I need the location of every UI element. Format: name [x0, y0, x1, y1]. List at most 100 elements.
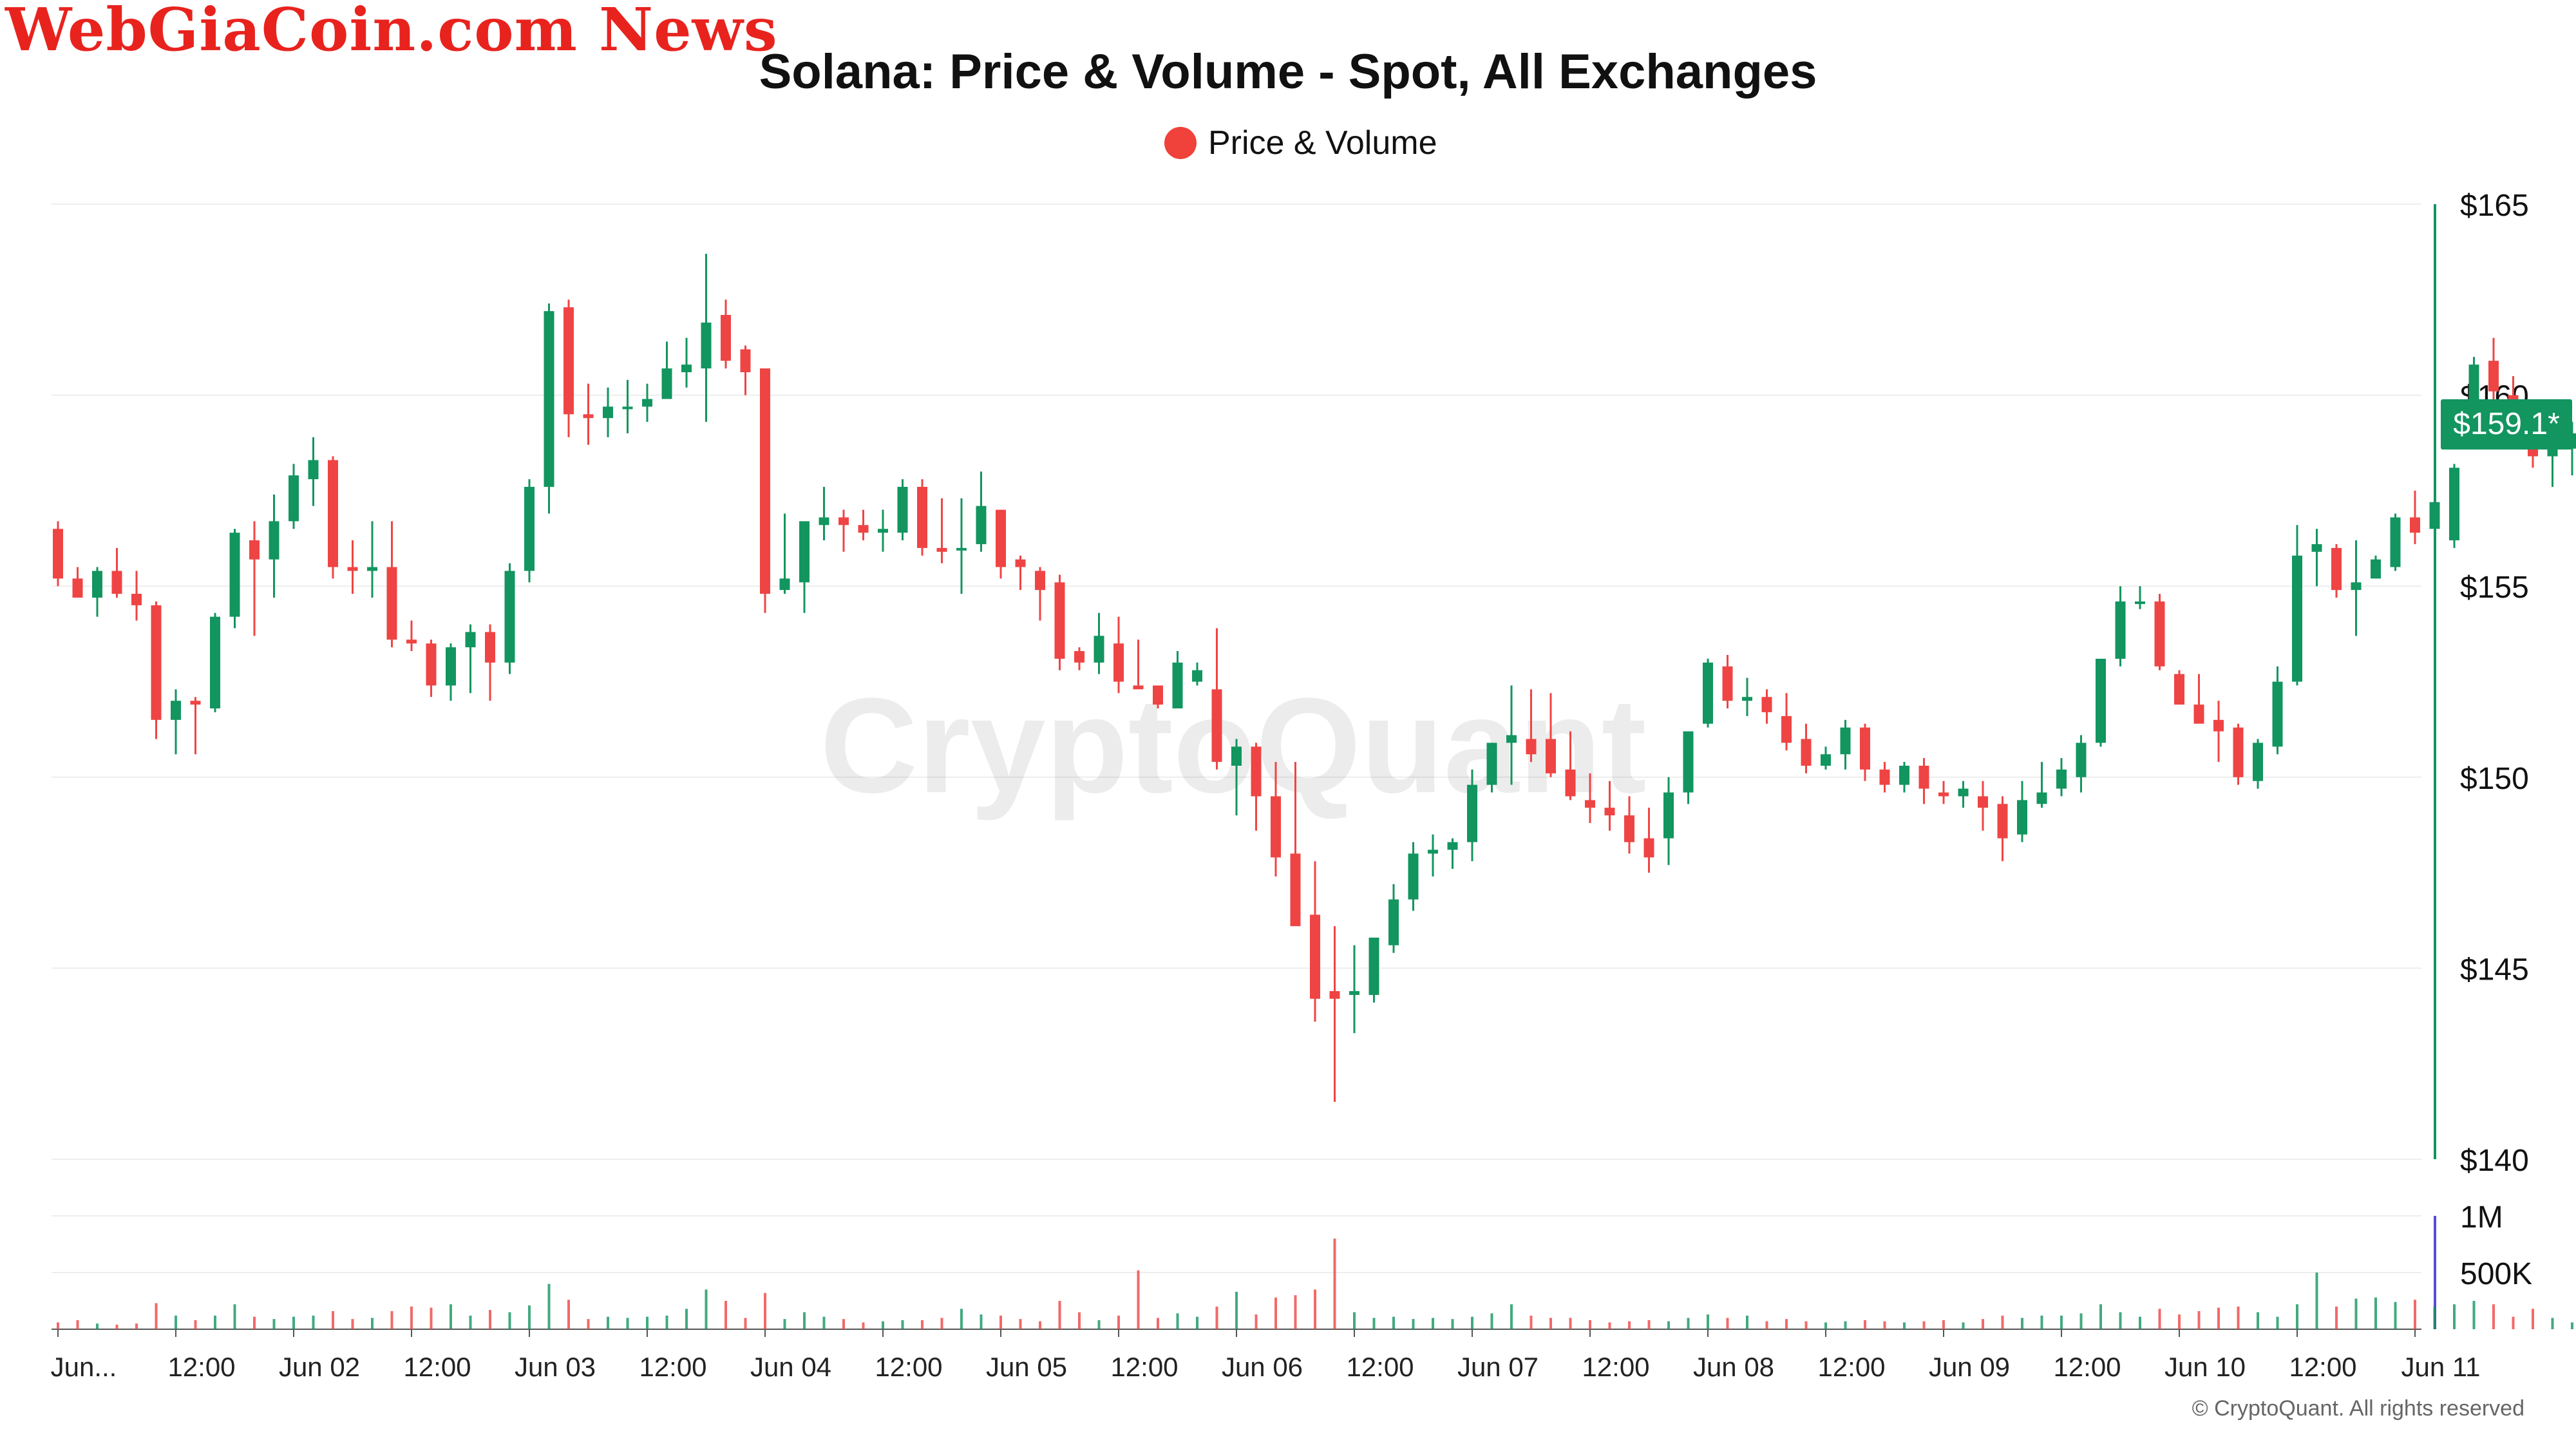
candle-body: [799, 521, 810, 583]
x-tick-label: 12:00: [639, 1352, 706, 1382]
candle-body: [1840, 727, 1851, 755]
candle-body: [1329, 990, 1340, 999]
x-tick-label: Jun...: [51, 1352, 117, 1382]
candle-body: [1035, 571, 1045, 591]
volume-axis: 1M 500K: [2434, 1200, 2532, 1329]
candle-body: [1015, 559, 1026, 567]
price-tick-label: $145: [2460, 952, 2529, 987]
candle-body: [269, 521, 279, 560]
candle-body: [1918, 766, 1929, 789]
x-tick-label: 12:00: [403, 1352, 471, 1382]
x-tick-label: 12:00: [167, 1352, 235, 1382]
candle-body: [406, 639, 417, 644]
candle-body: [1074, 651, 1084, 663]
candle-body: [426, 643, 437, 686]
copyright: © CryptoQuant. All rights reserved: [2192, 1396, 2524, 1421]
x-tick-label: Jun 04: [750, 1352, 831, 1382]
candle-body: [1683, 731, 1694, 793]
candle-body: [2292, 555, 2302, 682]
candle-body: [1054, 582, 1065, 659]
candle-body: [1604, 808, 1615, 816]
price-axis: $165$160$155$150$145$140: [2434, 189, 2529, 1178]
candle-body: [1643, 838, 1654, 858]
candle-body: [2272, 681, 2283, 747]
volume-tick-label: 500K: [2460, 1257, 2532, 1291]
grid-lines: [52, 204, 2421, 1273]
x-tick-label: 12:00: [2289, 1352, 2356, 1382]
candle-body: [465, 632, 476, 648]
candle-body: [1801, 739, 1812, 766]
candle-body: [72, 578, 83, 598]
candle-body: [1094, 636, 1104, 663]
candle-body: [583, 414, 594, 419]
candle-body: [1506, 735, 1517, 743]
candle-body: [1585, 800, 1595, 808]
candle-body: [2036, 792, 2047, 804]
candle-body: [936, 547, 947, 552]
candle-body: [2076, 743, 2087, 777]
candle-body: [2233, 727, 2244, 777]
candle-body: [1958, 788, 1969, 797]
candle-body: [721, 315, 731, 361]
candle-body: [1211, 689, 1222, 762]
x-axis: Jun... 12:00 Jun 02 12:00 Jun 03 12:00 Jun 04 1…: [51, 1329, 2481, 1382]
x-tick-label: Jun 11: [2401, 1352, 2481, 1382]
price-tick-label: $155: [2460, 571, 2529, 605]
candle-body: [1899, 766, 1909, 785]
x-tick-label: Jun 09: [1929, 1352, 2010, 1382]
candle-body: [1997, 804, 2008, 838]
candle-body: [2410, 517, 2420, 533]
candle-body: [111, 571, 122, 594]
candle-body: [1860, 727, 1870, 770]
candle-body: [681, 365, 692, 373]
candle-body: [1624, 815, 1634, 842]
x-tick-label: Jun 05: [986, 1352, 1067, 1382]
candle-body: [956, 547, 967, 551]
candle-body: [1290, 853, 1301, 927]
x-tick-label: 12:00: [2053, 1352, 2121, 1382]
candle-body: [1271, 796, 1281, 858]
x-tick-label: 12:00: [1110, 1352, 1178, 1382]
current-price-badge: $159.1*: [2441, 399, 2572, 450]
candles-series: [53, 254, 2576, 1103]
candle-body: [1565, 769, 1576, 797]
legend-dot-icon: [1164, 127, 1197, 159]
candle-body: [2135, 601, 2145, 604]
candle-body: [858, 525, 869, 533]
candle-body: [249, 540, 260, 560]
candle-body: [1133, 685, 1144, 690]
cryptoquant-watermark: CryptoQuant: [820, 670, 1646, 821]
candle-body: [1938, 792, 1949, 797]
candle-body: [1722, 666, 1733, 701]
x-tick-label: Jun 07: [1457, 1352, 1539, 1382]
candle-body: [2351, 582, 2362, 591]
legend[interactable]: Price & Volume: [1164, 124, 1437, 162]
candle-body: [740, 349, 751, 373]
candle-body: [1703, 662, 1713, 724]
candle-body: [1153, 685, 1163, 705]
candle-body: [446, 647, 456, 686]
candle-body: [544, 311, 554, 487]
candle-body: [171, 701, 181, 720]
legend-label: Price & Volume: [1208, 124, 1437, 162]
candle-body: [838, 517, 849, 526]
candle-body: [1231, 746, 1242, 766]
candle-body: [1349, 990, 1359, 995]
price-tick-label: $150: [2460, 762, 2529, 796]
x-tick-label: Jun 02: [279, 1352, 360, 1382]
candle-body: [308, 460, 319, 480]
candle-body: [1879, 769, 1890, 785]
candle-body: [603, 406, 613, 419]
price-tick-label: $165: [2460, 189, 2529, 223]
candle-body: [2488, 361, 2499, 392]
chart-title: Solana: Price & Volume - Spot, All Excha…: [759, 44, 1817, 99]
candle-body: [1546, 739, 1556, 773]
candle-body: [1172, 662, 1183, 709]
candle-body: [701, 322, 712, 369]
candle-body: [1192, 670, 1202, 682]
candle-body: [1663, 792, 1674, 838]
candle-body: [367, 567, 377, 571]
candle-body: [1526, 739, 1537, 755]
candle-body: [779, 578, 790, 591]
candle-body: [524, 486, 535, 571]
